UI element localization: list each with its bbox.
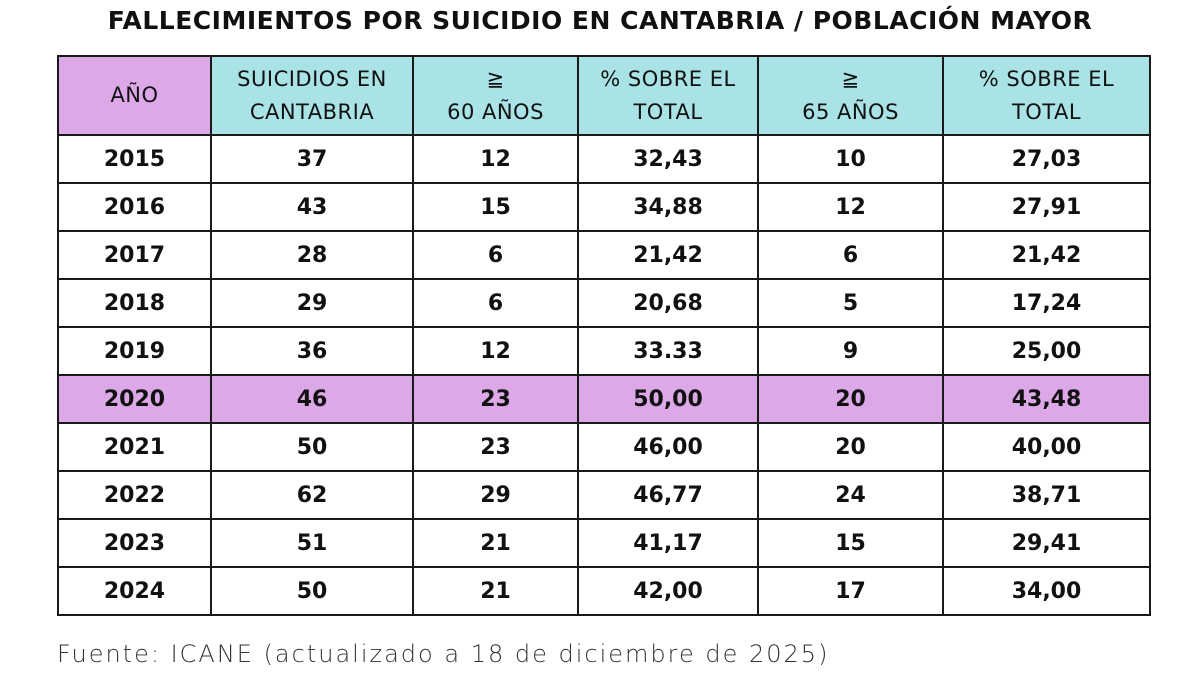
- header-label: CANTABRIA: [249, 99, 375, 124]
- cell-suicides: 46: [210, 374, 414, 424]
- table-row: 2018 29 6 20,68 5 17,24: [57, 278, 1151, 328]
- header-pct-60: % SOBRE EL TOTAL: [577, 55, 759, 136]
- header-65: ≧ 65 AÑOS: [757, 55, 944, 136]
- header-label: % SOBRE EL: [978, 66, 1115, 91]
- cell-over-65: 12: [757, 182, 944, 232]
- cell-over-65: 6: [757, 230, 944, 280]
- cell-pct-60: 33.33: [577, 326, 759, 376]
- cell-suicides: 62: [210, 470, 414, 520]
- cell-suicides: 51: [210, 518, 414, 568]
- cell-pct-65: 43,48: [942, 374, 1151, 424]
- cell-pct-65: 34,00: [942, 566, 1151, 616]
- cell-year: 2023: [57, 518, 212, 568]
- header-label: 60 AÑOS: [447, 99, 544, 124]
- cell-pct-60: 21,42: [577, 230, 759, 280]
- header-symbol: ≧: [841, 66, 860, 91]
- header-pct-65: % SOBRE EL TOTAL: [942, 55, 1151, 136]
- cell-over-60: 12: [412, 326, 579, 376]
- cell-year: 2017: [57, 230, 212, 280]
- cell-over-65: 24: [757, 470, 944, 520]
- cell-pct-60: 42,00: [577, 566, 759, 616]
- cell-pct-60: 32,43: [577, 134, 759, 184]
- header-label: SUICIDIOS EN: [237, 66, 387, 91]
- cell-over-65: 15: [757, 518, 944, 568]
- cell-over-60: 23: [412, 374, 579, 424]
- table-row: 2017 28 6 21,42 6 21,42: [57, 230, 1151, 280]
- header-label: TOTAL: [1011, 99, 1082, 124]
- table-row: 2024 50 21 42,00 17 34,00: [57, 566, 1151, 616]
- cell-over-65: 10: [757, 134, 944, 184]
- table-row: 2015 37 12 32,43 10 27,03: [57, 134, 1151, 184]
- header-suicides: SUICIDIOS EN CANTABRIA: [210, 55, 414, 136]
- cell-over-65: 9: [757, 326, 944, 376]
- cell-over-60: 23: [412, 422, 579, 472]
- cell-year: 2019: [57, 326, 212, 376]
- table-row: 2023 51 21 41,17 15 29,41: [57, 518, 1151, 568]
- cell-year: 2021: [57, 422, 212, 472]
- cell-suicides: 43: [210, 182, 414, 232]
- cell-suicides: 29: [210, 278, 414, 328]
- cell-over-65: 17: [757, 566, 944, 616]
- source-note: Fuente: ICANE (actualizado a 18 de dicie…: [57, 640, 830, 668]
- cell-over-65: 20: [757, 422, 944, 472]
- cell-pct-65: 27,91: [942, 182, 1151, 232]
- cell-year: 2024: [57, 566, 212, 616]
- cell-pct-65: 21,42: [942, 230, 1151, 280]
- cell-suicides: 28: [210, 230, 414, 280]
- cell-over-60: 29: [412, 470, 579, 520]
- table-row: 2021 50 23 46,00 20 40,00: [57, 422, 1151, 472]
- table-row: 2019 36 12 33.33 9 25,00: [57, 326, 1151, 376]
- header-symbol: ≧: [486, 66, 505, 91]
- cell-over-60: 21: [412, 518, 579, 568]
- header-label: % SOBRE EL: [600, 66, 736, 91]
- table-row: 2020 46 23 50,00 20 43,48: [57, 374, 1151, 424]
- cell-suicides: 50: [210, 566, 414, 616]
- cell-over-60: 21: [412, 566, 579, 616]
- cell-year: 2022: [57, 470, 212, 520]
- cell-pct-65: 17,24: [942, 278, 1151, 328]
- cell-pct-65: 25,00: [942, 326, 1151, 376]
- page-title: FALLECIMIENTOS POR SUICIDIO EN CANTABRIA…: [107, 6, 1093, 35]
- cell-pct-65: 29,41: [942, 518, 1151, 568]
- cell-over-65: 5: [757, 278, 944, 328]
- cell-year: 2016: [57, 182, 212, 232]
- cell-over-60: 12: [412, 134, 579, 184]
- header-label: 65 AÑOS: [802, 99, 899, 124]
- cell-over-65: 20: [757, 374, 944, 424]
- cell-suicides: 50: [210, 422, 414, 472]
- header-row: AÑO SUICIDIOS EN CANTABRIA ≧ 60 AÑOS % SOB…: [57, 55, 1151, 136]
- cell-suicides: 36: [210, 326, 414, 376]
- cell-pct-60: 41,17: [577, 518, 759, 568]
- header-label: TOTAL: [633, 99, 703, 124]
- header-year: AÑO: [57, 55, 212, 136]
- cell-over-60: 15: [412, 182, 579, 232]
- cell-year: 2015: [57, 134, 212, 184]
- table-row: 2022 62 29 46,77 24 38,71: [57, 470, 1151, 520]
- cell-pct-65: 40,00: [942, 422, 1151, 472]
- cell-over-60: 6: [412, 230, 579, 280]
- suicides-table: AÑO SUICIDIOS EN CANTABRIA ≧ 60 AÑOS % SOB…: [57, 55, 1151, 616]
- cell-year: 2018: [57, 278, 212, 328]
- table-row: 2016 43 15 34,88 12 27,91: [57, 182, 1151, 232]
- cell-over-60: 6: [412, 278, 579, 328]
- cell-pct-60: 34,88: [577, 182, 759, 232]
- cell-pct-60: 46,77: [577, 470, 759, 520]
- cell-pct-60: 46,00: [577, 422, 759, 472]
- header-label: AÑO: [110, 83, 159, 107]
- cell-suicides: 37: [210, 134, 414, 184]
- header-60: ≧ 60 AÑOS: [412, 55, 579, 136]
- cell-pct-60: 20,68: [577, 278, 759, 328]
- cell-pct-65: 38,71: [942, 470, 1151, 520]
- cell-pct-60: 50,00: [577, 374, 759, 424]
- cell-pct-65: 27,03: [942, 134, 1151, 184]
- cell-year: 2020: [57, 374, 212, 424]
